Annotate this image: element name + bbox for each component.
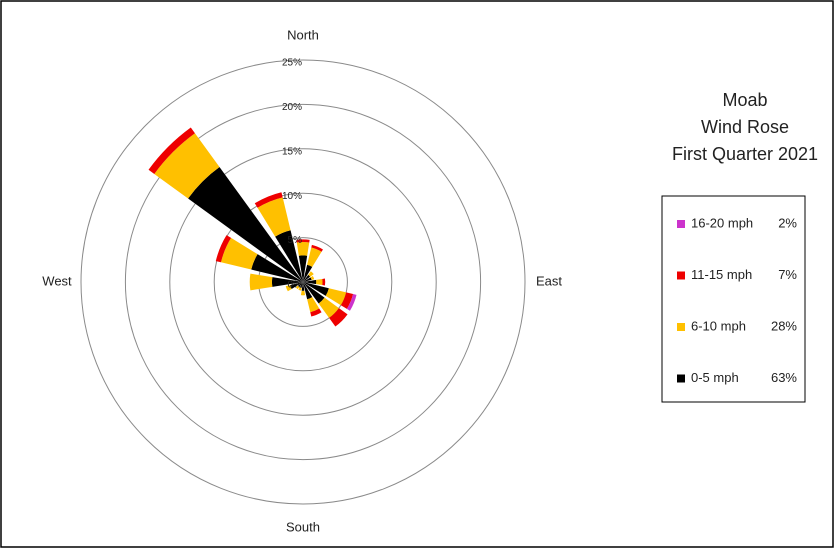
wedge — [340, 292, 354, 309]
direction-label: South — [286, 519, 320, 534]
wedge — [318, 297, 339, 318]
wedge — [325, 288, 347, 306]
wedge — [329, 308, 348, 327]
wedge — [307, 247, 322, 267]
wedge — [303, 277, 312, 282]
wedge — [254, 192, 283, 208]
wedge — [257, 197, 291, 237]
direction-label: East — [536, 273, 562, 288]
wedge — [303, 274, 311, 282]
wedge — [322, 278, 326, 286]
ring-label: 20% — [282, 102, 302, 113]
wedge — [297, 282, 303, 288]
wedge — [307, 297, 320, 313]
legend-share: 7% — [778, 267, 797, 282]
wedge — [296, 239, 310, 243]
wedge — [311, 244, 323, 252]
legend-swatch — [677, 271, 685, 280]
wedge — [249, 273, 273, 291]
legend-share: 63% — [771, 370, 797, 385]
grid-ring — [80, 59, 526, 505]
ring-label: 10% — [282, 191, 302, 202]
wedge — [296, 242, 310, 256]
wedge — [300, 290, 306, 296]
chart-title: Moab — [722, 90, 767, 110]
legend-label: 6-10 mph — [691, 318, 746, 333]
wedge — [298, 255, 308, 282]
wedge — [188, 167, 303, 282]
direction-label: West — [42, 273, 72, 288]
ring-label: 15% — [282, 146, 302, 157]
wedge — [303, 264, 313, 282]
legend-label: 11-15 mph — [691, 267, 752, 282]
wedge — [303, 282, 313, 300]
ring-label: 25% — [282, 58, 302, 69]
direction-label: North — [287, 27, 319, 42]
wedge — [285, 285, 292, 292]
wedge — [295, 285, 300, 290]
wedge — [271, 277, 303, 287]
wedge — [215, 235, 232, 263]
wedge — [303, 279, 317, 285]
wedge — [310, 308, 322, 317]
wedge — [299, 282, 303, 289]
wedge — [148, 127, 195, 174]
wedge — [310, 275, 315, 280]
wedge — [316, 278, 323, 286]
legend-share: 28% — [771, 318, 797, 333]
grid-ring — [169, 148, 437, 416]
ring-label: 5% — [288, 235, 303, 246]
legend-swatch — [677, 220, 685, 228]
title: Moab Wind Rose First Quarter 2021 — [672, 90, 818, 164]
legend-swatch — [677, 374, 685, 383]
legend: 16-20 mph 2% 11-15 mph 7% 6-10 mph 28% 0-5 mph… — [677, 215, 797, 385]
wedge — [346, 294, 357, 311]
wedge — [308, 271, 314, 277]
wedge — [303, 282, 329, 296]
wedge — [275, 230, 303, 282]
rose: North East South West 0% 5% 10% 15% 20% 25% — [42, 27, 562, 534]
ring-label: 0% — [288, 280, 303, 291]
legend-label: 0-5 mph — [691, 370, 739, 385]
grid-ring — [213, 192, 393, 372]
wedge — [290, 282, 303, 289]
chart-title: Wind Rose — [701, 117, 789, 137]
wedge — [251, 254, 303, 282]
legend-swatch — [677, 323, 685, 331]
wedge — [303, 282, 325, 304]
chart-title: First Quarter 2021 — [672, 144, 818, 164]
legend-label: 16-20 mph — [691, 215, 753, 230]
legend-share: 2% — [778, 215, 797, 230]
wedge — [220, 237, 258, 270]
wedge — [154, 133, 220, 199]
legend-box — [661, 195, 806, 403]
wedge — [301, 282, 305, 291]
wedge — [298, 287, 302, 291]
grid-ring — [124, 103, 482, 461]
